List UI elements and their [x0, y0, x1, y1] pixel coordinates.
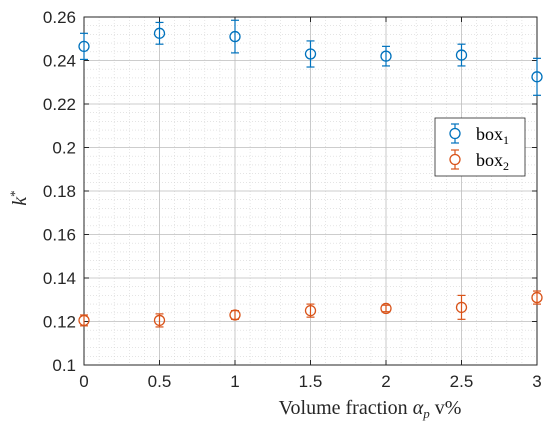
legend-entry-2: box2 — [449, 149, 509, 173]
series-1-point — [78, 40, 90, 53]
series-2-point — [380, 302, 392, 315]
y-axis-label-symbol: k — [9, 196, 31, 206]
series-1-point — [304, 48, 317, 60]
series-1-point — [531, 71, 543, 83]
x-tick-label: 0 — [79, 372, 88, 391]
x-tick-label: 3 — [532, 372, 541, 391]
series-1-point — [455, 49, 468, 61]
legend-box — [434, 117, 526, 177]
legend-marker-1 — [449, 127, 461, 140]
x-axis-label-suffix: v% — [430, 397, 462, 419]
x-axis-label: Volume fraction αp v% — [279, 397, 462, 421]
x-tick-label: 2 — [381, 372, 390, 391]
x-tick-label: 0.5 — [148, 372, 172, 391]
y-tick-label: 0.2 — [52, 139, 76, 158]
legend-label-1: box1 — [476, 124, 509, 147]
series-2-point — [78, 314, 90, 327]
series-2-point — [304, 304, 317, 317]
legend-label-1-sub: 1 — [503, 133, 509, 147]
series-2-point — [229, 309, 241, 321]
x-tick-label: 2.5 — [450, 372, 474, 391]
series-2-point — [153, 314, 166, 327]
x-axis-label-sub: p — [422, 406, 430, 421]
legend-label-2-sub: 2 — [503, 159, 509, 173]
series-2-point — [531, 291, 543, 304]
x-axis-label-symbol: α — [413, 397, 424, 419]
series-1-point — [153, 27, 166, 39]
y-axis-label-sup: * — [7, 190, 22, 197]
series-2-point — [455, 301, 468, 314]
y-tick-label: 0.18 — [43, 182, 76, 201]
y-tick-label: 0.1 — [52, 356, 76, 375]
x-tick-label: 1.5 — [299, 372, 323, 391]
series-1-point — [380, 50, 392, 62]
y-tick-label: 0.26 — [43, 8, 76, 27]
legend-label-2-name: box — [476, 150, 503, 170]
y-tick-label: 0.12 — [43, 313, 76, 332]
y-tick-label: 0.22 — [43, 95, 76, 114]
x-axis-label-prefix: Volume fraction — [279, 397, 413, 419]
y-axis-label: k* — [7, 190, 31, 205]
y-tick-label: 0.14 — [43, 269, 76, 288]
legend-entry-1: box1 — [449, 123, 509, 147]
legend-label-2: box2 — [476, 150, 509, 173]
legend: box1 box2 — [434, 117, 526, 177]
series-1-point — [229, 30, 241, 43]
legend-label-1-name: box — [476, 124, 503, 144]
y-tick-label: 0.24 — [43, 52, 76, 71]
legend-marker-2 — [449, 153, 461, 166]
x-tick-label: 1 — [230, 372, 239, 391]
y-tick-label: 0.16 — [43, 226, 76, 245]
